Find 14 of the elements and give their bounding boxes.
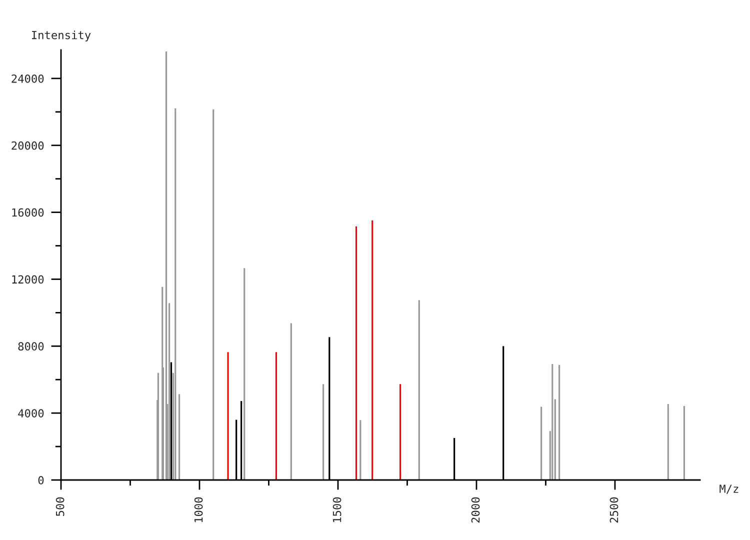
y-tick-label: 20000 [12, 141, 44, 150]
x-tick-label: 500 [56, 497, 64, 516]
y-tick-label: 16000 [12, 208, 44, 217]
x-axis-title: M/z [720, 484, 738, 494]
x-tick-label: 1000 [194, 497, 203, 522]
y-tick-label: 0 [38, 476, 44, 484]
y-tick-label: 8000 [18, 342, 44, 351]
x-tick-label: 2000 [471, 497, 480, 523]
y-axis-title: Intensity [32, 30, 91, 42]
x-tick-label: 1500 [332, 497, 342, 522]
y-tick-label: 12000 [12, 275, 44, 284]
y-tick-label: 24000 [12, 74, 44, 83]
x-tick-label: 2500 [610, 497, 618, 523]
y-tick-label: 4000 [18, 409, 44, 418]
